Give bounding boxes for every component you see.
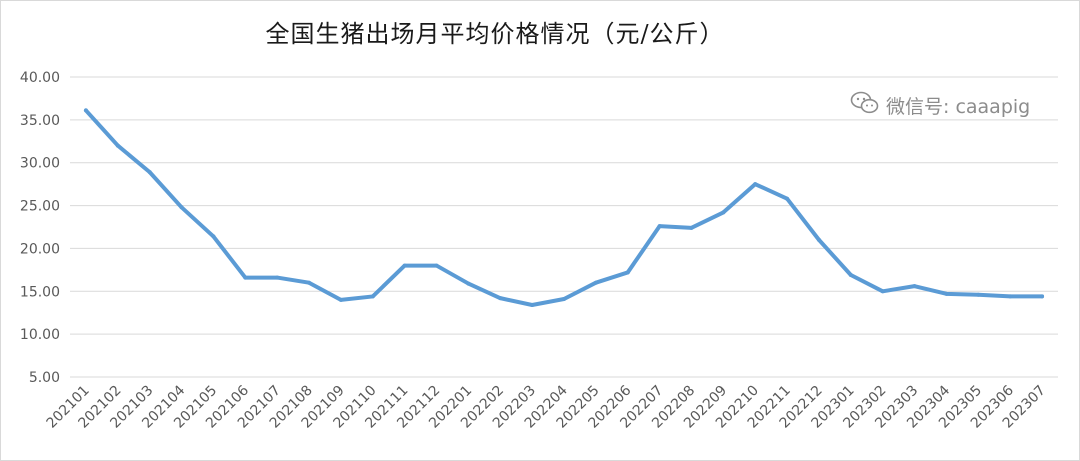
data-point (434, 263, 439, 268)
data-point (83, 108, 88, 113)
data-point (1040, 294, 1045, 299)
data-point (147, 170, 152, 175)
data-point (370, 294, 375, 299)
data-point (625, 270, 630, 275)
data-point (880, 289, 885, 294)
watermark-text: 微信号: caaapig (886, 96, 1031, 118)
gridlines (70, 76, 1058, 378)
y-tick-label: 30.00 (20, 156, 60, 172)
x-axis-ticks: 2021012021022021032021042021052021062021… (44, 382, 1049, 431)
data-point (912, 284, 917, 289)
data-point (562, 297, 566, 301)
data-point (498, 296, 503, 301)
y-tick-label: 20.00 (20, 241, 60, 257)
series-line (83, 108, 1045, 307)
data-point (1008, 294, 1013, 299)
data-point (211, 234, 216, 239)
series-layer (83, 108, 1045, 307)
data-point (785, 196, 790, 201)
y-tick-label: 15.00 (20, 284, 60, 300)
data-point (753, 182, 758, 187)
data-point (338, 297, 343, 302)
data-point (976, 292, 981, 297)
data-point (848, 273, 853, 277)
y-tick-label: 10.00 (20, 327, 60, 343)
y-axis-ticks: 5.00 10.00 15.00 20.00 25.00 30.00 35.00 40.00 (20, 70, 60, 386)
data-point (275, 275, 280, 280)
data-point (944, 291, 949, 296)
data-point (466, 281, 471, 286)
data-point (115, 143, 120, 148)
data-point (721, 210, 726, 215)
wechat-icon (850, 90, 880, 121)
data-point (402, 263, 407, 268)
data-point (243, 275, 248, 280)
y-tick-label: 40.00 (20, 70, 60, 86)
data-point (179, 205, 184, 210)
data-point (816, 237, 821, 242)
y-tick-label: 5.00 (29, 370, 60, 386)
data-point (307, 280, 312, 285)
data-point (657, 224, 662, 229)
data-point (689, 225, 694, 230)
data-point (530, 303, 535, 307)
watermark: 微信号: caaapig (850, 90, 1030, 121)
y-tick-label: 25.00 (20, 199, 60, 215)
y-tick-label: 35.00 (20, 113, 60, 129)
data-point (593, 280, 598, 285)
chart-title: 全国生猪出场月平均价格情况（元/公斤） (265, 20, 725, 48)
